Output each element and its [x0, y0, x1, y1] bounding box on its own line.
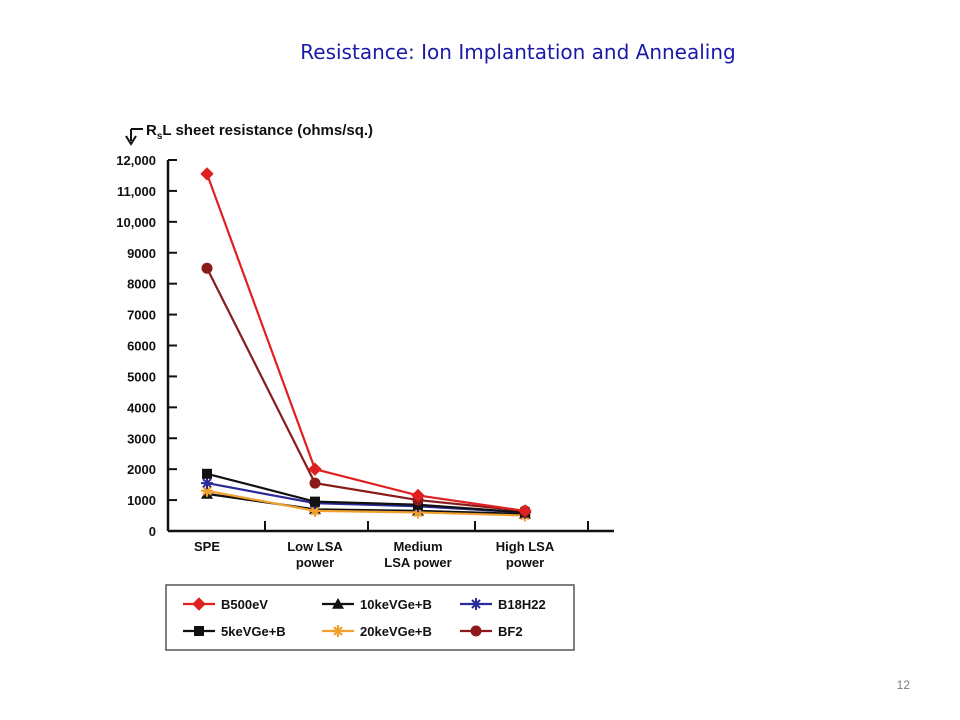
point-20keVGe+B-0: [201, 484, 213, 497]
point-20keVGe+B-1: [309, 504, 321, 517]
legend-frame: [165, 584, 575, 651]
legend-item-20keVGe+B: 20keVGe+B: [322, 624, 432, 639]
x-category-label-1: Low LSA power: [287, 539, 343, 570]
y-tick-label-4: 4000: [127, 400, 156, 415]
x-category-label-line: Medium: [393, 539, 442, 554]
x-category-label-2: Medium LSA power: [384, 539, 451, 570]
point-B500eV-3: [518, 504, 532, 518]
legend-label: 20keVGe+B: [360, 624, 432, 639]
x-category-label-line: power: [506, 555, 544, 570]
y-tick-label-0: 0: [149, 524, 156, 539]
point-B500eV-2: [411, 488, 425, 503]
legend-item-5keVGe+B: 5keVGe+B: [183, 624, 286, 639]
page-number: 12: [896, 678, 910, 692]
x-category-label-0: SPE: [194, 539, 220, 554]
series-BF2: [201, 262, 531, 517]
y-tick-label-9: 9000: [127, 246, 156, 261]
x-category-label-line: High LSA: [496, 539, 555, 554]
y-tick-label-11: 11,000: [117, 184, 156, 199]
legend-label: B18H22: [498, 597, 546, 612]
chart-series: [200, 167, 532, 522]
y-tick-label-1: 1000: [127, 493, 156, 508]
series-line-20keVGe+B: [206, 489, 526, 517]
y-tick-label-7: 7000: [127, 308, 156, 323]
y-tick-label-10: 10,000: [116, 215, 156, 230]
legend-label: 10keVGe+B: [360, 597, 432, 612]
legend-item-B18H22: B18H22: [460, 597, 546, 612]
legend-label: B500eV: [221, 597, 268, 612]
legend-item-B500eV: B500eV: [183, 597, 268, 612]
legend-label: 5keVGe+B: [221, 624, 286, 639]
point-BF2-0: [201, 262, 213, 274]
point-B500eV-0: [200, 167, 214, 181]
series-B500eV: [200, 167, 532, 518]
y-tick-label-12: 12,000: [116, 153, 156, 168]
point-B500eV-1: [308, 462, 322, 476]
point-5keVGe+B-0: [202, 468, 212, 479]
slide-title: Resistance: Ion Implantation and Anneali…: [300, 40, 736, 64]
y-tick-label-8: 8000: [127, 277, 156, 292]
series-line-B500eV: [205, 173, 526, 512]
point-BF2-1: [309, 477, 321, 489]
legend-swatch-marker: [192, 597, 206, 611]
y-axis-title-sub: s: [157, 131, 163, 142]
y-axis-title-rest: L sheet resistance (ohms/sq.): [162, 122, 373, 139]
point-20keVGe+B-2: [412, 506, 424, 519]
x-category-label-line: LSA power: [384, 555, 451, 570]
legend-swatch-marker: [470, 598, 482, 610]
y-tick-label-3: 3000: [127, 431, 156, 446]
y-axis-title: RsL sheet resistance (ohms/sq.): [125, 122, 373, 146]
y-tick-label-2: 2000: [127, 462, 156, 477]
legend-items: B500eV 10keVGe+B B18H22 5keVGe+B 20keVGe+B BF…: [183, 597, 546, 639]
legend-item-10keVGe+B: 10keVGe+B: [322, 597, 432, 612]
legend-swatch-marker: [470, 625, 482, 637]
x-category-label-line: Low LSA: [287, 539, 343, 554]
legend-label: BF2: [498, 624, 523, 639]
x-category-label-3: High LSA power: [496, 539, 555, 570]
legend-swatch-marker: [332, 625, 344, 637]
point-B18H22-0: [201, 477, 213, 490]
y-tick-label-5: 5000: [127, 369, 156, 384]
y-axis-title-main: R: [146, 122, 157, 139]
y-axis-title-text: RsL sheet resistance (ohms/sq.): [146, 122, 373, 142]
chart-legend: B500eV 10keVGe+B B18H22 5keVGe+B 20keVGe+B BF…: [165, 584, 575, 651]
y-tick-label-6: 6000: [127, 339, 156, 354]
legend-swatch-marker: [194, 626, 204, 636]
legend-swatch-marker: [332, 598, 344, 609]
legend-item-BF2: BF2: [460, 624, 523, 639]
y-axis-title-arrow: [125, 128, 143, 146]
x-category-label-line: SPE: [194, 539, 220, 554]
chart-axes: [166, 160, 614, 533]
y-axis-ticks: 0 1000 2000 3000 4000 5000 6000 7000 8000 9000 10,…: [116, 153, 177, 539]
x-category-label-line: power: [296, 555, 334, 570]
series-line-BF2: [206, 267, 526, 512]
series-line-5keVGe+B: [206, 472, 526, 514]
point-5keVGe+B-1: [310, 496, 320, 507]
